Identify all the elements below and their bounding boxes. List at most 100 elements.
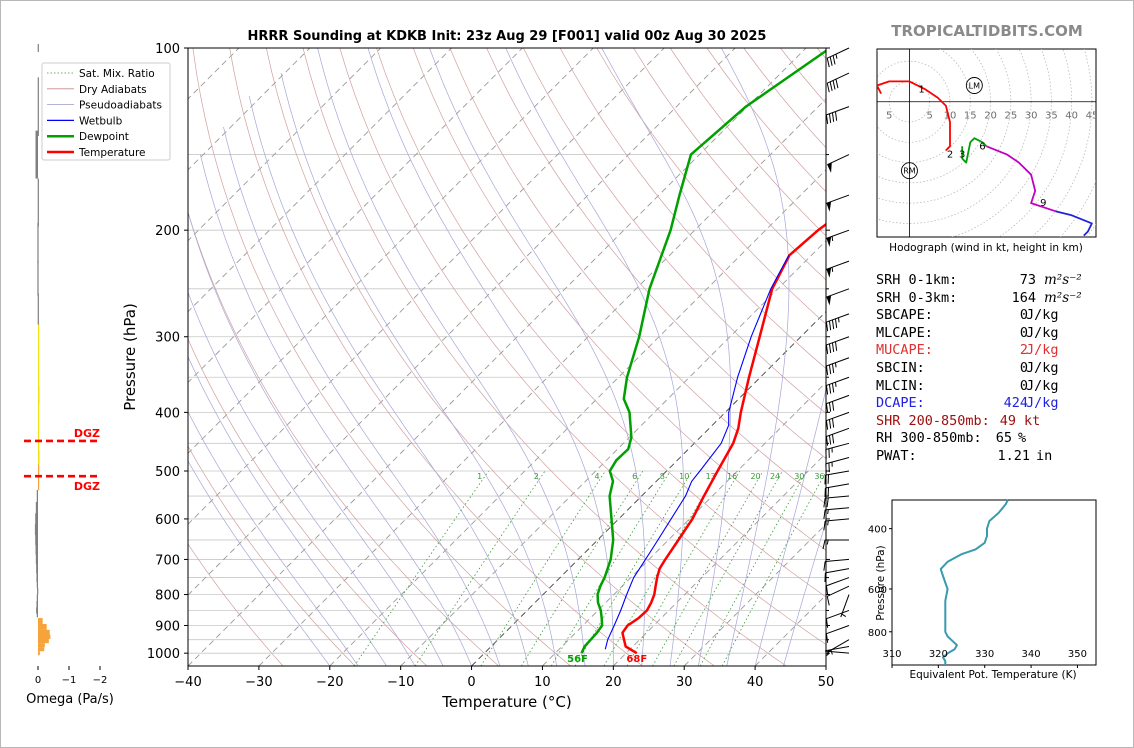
dry-adiabat <box>188 211 499 666</box>
omega-bar <box>37 178 39 227</box>
hodograph-trace <box>961 137 988 164</box>
parameter-value: 49 <box>999 412 1016 429</box>
hodograph-ring-label: 40 <box>1065 111 1078 122</box>
omega-bar <box>38 638 49 644</box>
wind-barb <box>823 495 850 508</box>
parameter-value: 424 <box>1003 395 1028 412</box>
surface-dewpoint-label: 56F <box>567 654 588 665</box>
wind-barb <box>826 229 850 247</box>
hodograph-panel: 5 5 10 15 20 25 30 35 40 45 1 2 3 6 9 LM RM <box>876 48 1099 238</box>
hodograph-ring-label: 20 <box>984 111 997 122</box>
dry-adiabat <box>449 48 826 505</box>
pseudoadiabat <box>754 388 826 666</box>
omega-bar <box>35 554 38 565</box>
dewpoint-line <box>580 49 826 654</box>
legend-label: Dry Adiabats <box>79 84 147 96</box>
wind-barb <box>826 47 850 68</box>
omega-bar <box>35 534 38 546</box>
wind-barb <box>825 106 850 125</box>
theta-e-y-tick-label: 600 <box>868 585 887 596</box>
omega-bar <box>35 501 38 514</box>
hodograph-height-label: 3 <box>959 149 965 160</box>
omega-panel: DGZ DGZ 0 −1 −2 <box>24 44 107 686</box>
mixing-ratio-label: 30 <box>794 472 804 481</box>
hodograph-height-label: 2 <box>947 149 953 160</box>
wind-barb <box>825 577 850 595</box>
isotherm-line <box>612 452 826 666</box>
hodograph-frame <box>876 48 1097 238</box>
y-tick-label: 200 <box>155 224 180 239</box>
dgz-label: DGZ <box>74 427 100 440</box>
wind-barb <box>826 585 850 606</box>
dry-adiabat <box>229 48 643 666</box>
parameter-unit: m²s⁻² <box>1044 272 1082 288</box>
omega-bar <box>37 587 39 595</box>
y-tick-label: 400 <box>155 406 180 421</box>
wind-barb <box>825 427 850 446</box>
theta-e-y-tick-label: 800 <box>868 628 887 639</box>
theta-e-x-tick-label: 330 <box>975 649 994 660</box>
hodograph-ring-label: 5 <box>927 111 933 122</box>
mixing-ratio-label: 2 <box>534 472 539 481</box>
x-axis-label: Temperature (°C) <box>441 693 571 711</box>
parameter-label: SHR 200-850mb: <box>876 412 990 429</box>
pseudoadiabat <box>188 210 444 666</box>
parameter-label: SRH 0-3km: <box>876 289 958 306</box>
wind-barb <box>824 483 850 498</box>
parameter-label: DCAPE: <box>876 395 925 412</box>
x-tick-label: −10 <box>387 675 414 690</box>
y-tick-label: 800 <box>155 589 180 604</box>
temperature-line <box>621 222 826 655</box>
parameter-value: 164 <box>1011 289 1036 306</box>
y-tick-label: 600 <box>155 513 180 528</box>
x-tick-label: −30 <box>245 675 272 690</box>
wind-barb <box>840 594 850 618</box>
wind-barb <box>823 558 850 571</box>
hodograph-height-label: 9 <box>1040 198 1046 209</box>
mixing-ratio-line <box>521 470 644 666</box>
surface-temperature-label: 68F <box>626 654 647 665</box>
omega-bar <box>36 564 38 574</box>
parameter-row: MLCIN: 0 J/kg <box>876 378 1096 396</box>
hodograph-ring-label: 45 <box>1086 111 1099 122</box>
storm-motion-marker <box>965 77 983 94</box>
pseudoadiabat <box>223 126 501 666</box>
theta-e-x-tick-label: 320 <box>929 649 948 660</box>
pseudoadiabat <box>188 291 416 666</box>
skewt-axes-frame <box>187 47 827 667</box>
parameter-unit: m²s⁻² <box>1044 289 1082 306</box>
wind-barb <box>825 313 850 332</box>
parameter-label: RH 300-850mb: <box>876 430 982 447</box>
omega-bar <box>38 322 40 351</box>
wind-barb <box>825 336 850 355</box>
parameter-value: 0 <box>1019 307 1028 324</box>
x-tick-label: −20 <box>316 675 343 690</box>
mixing-ratio-label: 24 <box>770 472 780 481</box>
dry-adiabat <box>486 48 826 459</box>
omega-bar <box>36 573 38 583</box>
pseudoadiabat <box>720 48 790 666</box>
skewt-axes: 56F 68F −40 −30 −20 −10 0 10 20 30 40 50 100 200 300 40… <box>147 42 834 690</box>
mixing-ratio-line <box>673 470 783 666</box>
pseudoadiabat <box>317 48 586 666</box>
theta-e-y-label: Pressure (hPa) <box>875 545 887 620</box>
omega-bar <box>38 420 40 437</box>
omega-bar <box>38 634 51 640</box>
parameter-unit: kt <box>1024 412 1041 429</box>
wind-barb <box>825 609 850 628</box>
y-tick-label: 100 <box>155 42 180 57</box>
theta-e-x-tick-label: 350 <box>1068 649 1087 660</box>
isotherm-line <box>329 169 826 666</box>
legend-label: Temperature <box>78 147 146 159</box>
parameter-row: SHR 200-850mb: 49 kt <box>876 413 1096 431</box>
omega-bar <box>38 386 40 405</box>
mixing-ratio-label: 10 <box>679 472 689 481</box>
parameter-label: SBCIN: <box>876 359 925 376</box>
parameter-label: SRH 0-1km: <box>876 272 958 288</box>
y-tick-label: 300 <box>155 331 180 346</box>
legend-label: Pseudoadiabats <box>79 100 162 112</box>
wind-barb <box>826 194 850 212</box>
parameter-row: RH 300-850mb: 65% <box>876 430 1096 448</box>
x-tick-label: 50 <box>818 675 835 690</box>
parameter-label: MLCAPE: <box>876 324 933 341</box>
